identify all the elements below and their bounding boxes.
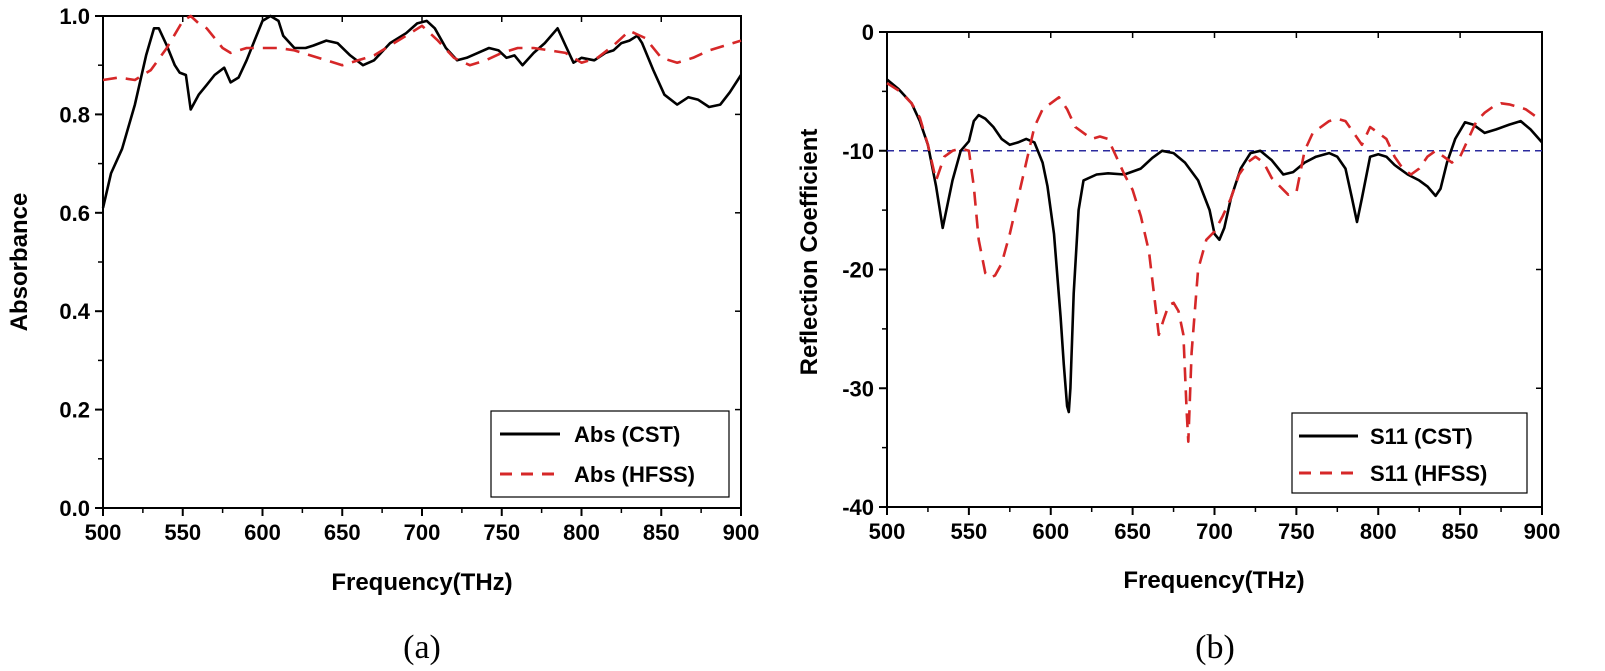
x-tick-label: 800 xyxy=(563,520,600,545)
absorbance-x-axis-title: Frequency(THz) xyxy=(331,569,512,596)
legend-label-abs-hfss: Abs (HFSS) xyxy=(574,462,695,487)
x-tick-label: 550 xyxy=(164,520,201,545)
y-tick-label: 0.4 xyxy=(59,299,90,324)
y-tick-label: 0.8 xyxy=(59,102,90,127)
y-tick-label: -20 xyxy=(842,258,874,283)
y-tick-label: 1.0 xyxy=(59,4,90,29)
panel-b-caption: (b) xyxy=(1195,629,1235,666)
legend-label-s11-cst: S11 (CST) xyxy=(1370,424,1473,449)
reflection-y-axis-title: Reflection Coefficient xyxy=(796,129,823,376)
x-tick-label: 850 xyxy=(643,520,680,545)
absorbance-legend-box xyxy=(490,410,730,498)
reflection-x-ticks: 500 550 600 650 700 750 800 850 900 xyxy=(869,32,1561,544)
absorbance-legend: Abs (CST) Abs (HFSS) xyxy=(490,410,730,498)
reflection-legend: S11 (CST) S11 (HFSS) xyxy=(1291,412,1528,494)
x-tick-label: 900 xyxy=(1524,519,1561,544)
x-tick-label: 800 xyxy=(1360,519,1397,544)
y-tick-label: -10 xyxy=(842,139,874,164)
reflection-chart: 500 550 600 650 700 750 800 850 900 -40 -30 -20 -10… xyxy=(796,20,1560,666)
absorbance-x-ticks: 500 550 600 650 700 750 800 850 900 xyxy=(85,16,760,545)
absorbance-y-axis-title: Absorbance xyxy=(6,193,33,332)
y-tick-label: -30 xyxy=(842,376,874,401)
panel-a-caption: (a) xyxy=(403,629,441,666)
series-line-s11-cst xyxy=(886,78,1543,414)
legend-label-abs-cst: Abs (CST) xyxy=(574,422,680,447)
reflection-series xyxy=(886,78,1543,444)
absorbance-chart: 500 550 600 650 700 750 800 850 900 0.0 0.2 0.4 0.6… xyxy=(6,4,759,666)
x-tick-label: 650 xyxy=(324,520,361,545)
x-tick-label: 500 xyxy=(869,519,906,544)
absorbance-y-ticks: 0.0 0.2 0.4 0.6 0.8 1.0 xyxy=(59,4,741,521)
series-line-s11-hfss xyxy=(886,82,1543,444)
reflection-legend-box xyxy=(1291,412,1528,494)
x-tick-label: 750 xyxy=(483,520,520,545)
y-tick-label: 0.0 xyxy=(59,496,90,521)
y-tick-label: 0.2 xyxy=(59,398,90,423)
x-tick-label: 600 xyxy=(1032,519,1069,544)
legend-label-s11-hfss: S11 (HFSS) xyxy=(1370,461,1487,486)
x-tick-label: 500 xyxy=(85,520,122,545)
series-line-abs-hfss xyxy=(102,14,742,82)
x-tick-label: 750 xyxy=(1278,519,1315,544)
y-tick-label: 0.6 xyxy=(59,201,90,226)
x-tick-label: 900 xyxy=(723,520,760,545)
reflection-x-axis-title: Frequency(THz) xyxy=(1123,567,1304,594)
x-tick-label: 850 xyxy=(1442,519,1479,544)
x-tick-label: 650 xyxy=(1114,519,1151,544)
reflection-y-ticks: -40 -30 -20 -10 0 xyxy=(842,20,1542,520)
absorbance-series xyxy=(101,14,743,209)
x-tick-label: 550 xyxy=(951,519,988,544)
x-tick-label: 700 xyxy=(1196,519,1233,544)
x-tick-label: 600 xyxy=(244,520,281,545)
y-tick-label: 0 xyxy=(862,20,874,45)
x-tick-label: 700 xyxy=(404,520,441,545)
y-tick-label: -40 xyxy=(842,495,874,520)
series-line-abs-cst xyxy=(101,14,743,209)
